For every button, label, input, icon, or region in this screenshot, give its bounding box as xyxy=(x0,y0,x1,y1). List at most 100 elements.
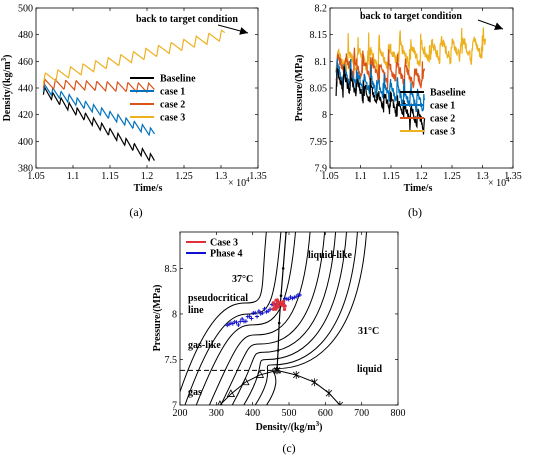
phase4-point xyxy=(297,293,302,298)
pseudocritical-marker xyxy=(279,294,283,298)
case3-point xyxy=(271,307,276,311)
saturation-dome xyxy=(219,369,341,405)
chart-panel-c: 200 300 400 500 600 700 800 7 7.5 8 8.5 Case 3Phase… xyxy=(152,231,406,455)
y-tick-label: 7 xyxy=(172,401,177,412)
y-tick-label: 400 xyxy=(18,137,33,148)
x-tick-label: 300 xyxy=(209,408,224,419)
series-line-case-3 xyxy=(42,29,226,85)
legend-label: case 3 xyxy=(430,127,455,138)
panel-label-c: (c) xyxy=(282,441,295,455)
dome-marker-liquid xyxy=(292,370,300,379)
annotation-text: back to target condition xyxy=(360,11,462,22)
series-line-case-1 xyxy=(335,58,426,113)
y-tick-label: 440 xyxy=(18,84,33,95)
phase4-point xyxy=(284,296,289,301)
phase4-point xyxy=(292,295,297,300)
legend-label: Phase 4 xyxy=(210,249,243,260)
x-tick-label: 1.05 xyxy=(27,171,45,182)
y-tick-label: 500 xyxy=(18,4,33,15)
x-tick-label: 1.25 xyxy=(175,171,193,182)
phase4-point xyxy=(262,306,267,311)
isotherm-group xyxy=(180,232,367,405)
isotherm-curve xyxy=(195,232,296,405)
dome-marker-gas xyxy=(241,377,250,386)
annotation-arrow-head xyxy=(494,22,503,31)
x-tick-label: 400 xyxy=(245,408,260,419)
phase4-point xyxy=(240,316,245,321)
chart-panel-b: 1.05 1.1 1.15 1.2 1.25 1.3 1.35 7.9 7.95 8 8.05 8.1… xyxy=(294,4,522,220)
isotherm-curve xyxy=(180,232,267,394)
phase4-point xyxy=(256,309,261,314)
series-line-baseline xyxy=(42,86,155,162)
dome-marker-gas xyxy=(255,370,265,378)
y-axis-title: Pressure/(MPa) xyxy=(152,285,163,352)
x-tick-label: 1.1 xyxy=(354,171,367,182)
phase4-point xyxy=(253,310,258,315)
phase4-point xyxy=(249,316,254,321)
phase4-point xyxy=(266,309,271,314)
x-axis-title: Time/s xyxy=(134,183,163,194)
series-line-case-1 xyxy=(42,83,155,137)
y-tick-label: 8.2 xyxy=(315,4,328,15)
panel-label-b: (b) xyxy=(408,205,422,219)
phase4-point xyxy=(264,309,269,314)
phase4-point xyxy=(286,297,291,302)
legend-label: case 2 xyxy=(430,114,455,125)
annotation-text: back to target condition xyxy=(136,14,238,25)
case3-point xyxy=(276,305,280,309)
case3-point xyxy=(281,299,286,303)
y-axis-title: Pressure/(MPa) xyxy=(294,55,305,122)
y-tick-label: 8 xyxy=(322,110,327,121)
y-tick-label: 7.95 xyxy=(310,137,328,148)
pseudocritical-marker xyxy=(281,267,285,270)
phase4-point xyxy=(294,294,299,299)
x-tick-label: 1.1 xyxy=(67,171,80,182)
phase4-point xyxy=(238,319,243,324)
legend-label: Baseline xyxy=(430,88,466,99)
dome-marker-liquid xyxy=(311,378,318,387)
legend-label: case 1 xyxy=(430,101,455,112)
pseudocritical-marker xyxy=(276,349,280,352)
phase4-point xyxy=(258,311,263,316)
pseudocritical-marker xyxy=(275,369,279,372)
legend-label: case 1 xyxy=(160,87,185,98)
x-axis-title: Density/(kg/m3) xyxy=(256,420,323,433)
x-tick-label: 1.2 xyxy=(141,171,154,182)
pseudocritical-marker xyxy=(277,321,281,325)
case3-point xyxy=(282,307,287,311)
y-tick-label: 8.5 xyxy=(165,264,178,275)
legend-label: Case 3 xyxy=(210,238,238,249)
region-label: line xyxy=(188,305,204,316)
pseudocritical-line xyxy=(276,232,287,371)
phase4-point xyxy=(236,323,241,328)
x-tick-label: 800 xyxy=(391,408,406,419)
y-axis-title: Density/(kg/m3) xyxy=(0,55,13,122)
legend-label: Baseline xyxy=(160,74,196,85)
phase4-point xyxy=(243,319,248,324)
legend-label: case 2 xyxy=(160,100,185,111)
x-tick-label: 700 xyxy=(354,408,369,419)
region-label: liquid xyxy=(357,364,382,375)
phase4-point xyxy=(234,320,239,325)
legend-label: case 3 xyxy=(160,113,185,124)
x-tick-label: 1.2 xyxy=(415,171,428,182)
x-axis-title: Time/s xyxy=(404,183,433,194)
region-label: 31°C xyxy=(358,326,379,337)
region-label: 37°C xyxy=(232,274,253,285)
pseudocritical-marker xyxy=(284,232,288,234)
x-tick-label: 600 xyxy=(318,408,333,419)
isotherm-curve xyxy=(208,232,311,405)
x-tick-label: 200 xyxy=(173,408,188,419)
isotherm-curve xyxy=(184,232,282,405)
region-label: pseudocritical xyxy=(188,293,248,304)
x-tick-label: 1.25 xyxy=(443,171,461,182)
isotherm-curve xyxy=(254,232,358,405)
region-label: gas xyxy=(188,387,202,398)
dome-marker-liquid xyxy=(325,389,333,398)
series-line-case-3 xyxy=(335,27,487,79)
y-tick-label: 7.9 xyxy=(315,164,328,175)
case3-point xyxy=(282,304,286,308)
annotation-arrow-head xyxy=(239,27,248,35)
x-tick-label: 1.15 xyxy=(382,171,400,182)
dome-marker-gas xyxy=(226,389,236,397)
